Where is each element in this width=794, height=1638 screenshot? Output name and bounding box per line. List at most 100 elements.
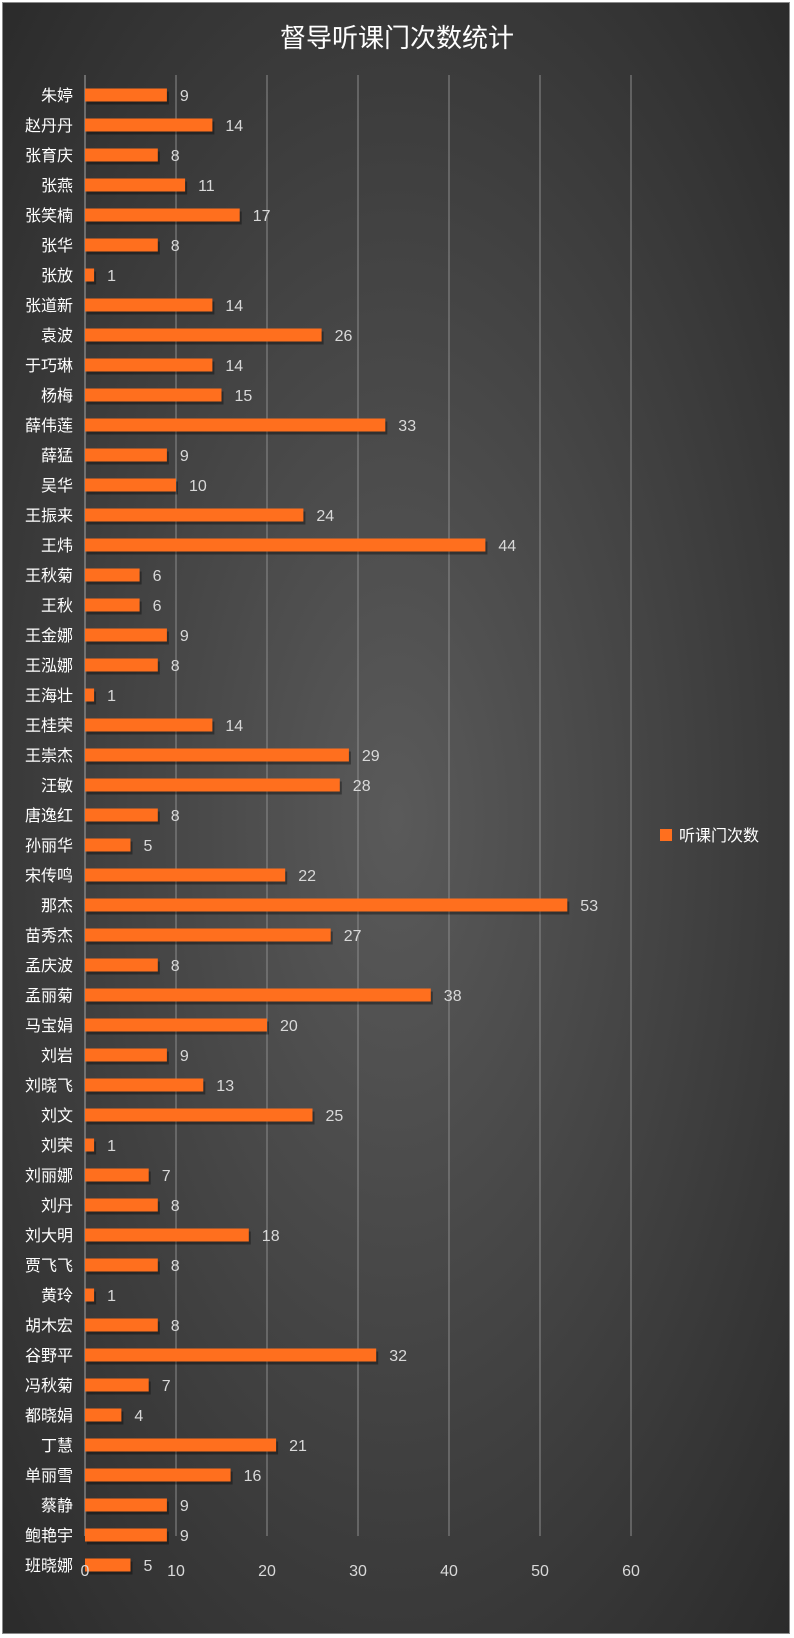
data-label: 8 xyxy=(171,1258,180,1275)
data-label: 25 xyxy=(326,1108,344,1125)
bar xyxy=(85,1228,249,1242)
category-label: 杨梅 xyxy=(41,386,73,405)
bar xyxy=(85,508,304,522)
category-label: 王崇杰 xyxy=(25,746,73,765)
data-label: 7 xyxy=(162,1378,171,1395)
bar xyxy=(85,958,158,972)
data-label: 1 xyxy=(107,688,116,705)
data-label: 5 xyxy=(144,838,153,855)
category-label: 那杰 xyxy=(41,896,73,915)
bar xyxy=(85,268,95,282)
bar xyxy=(85,118,213,132)
bar xyxy=(85,1438,277,1452)
data-label: 28 xyxy=(353,778,371,795)
chart-title: 督导听课门次数统计 xyxy=(280,24,514,54)
data-label: 21 xyxy=(289,1438,307,1455)
x-tick-label: 50 xyxy=(531,1563,549,1580)
bar xyxy=(85,478,176,492)
bar xyxy=(85,1168,149,1182)
category-label: 王秋 xyxy=(41,596,73,615)
bar xyxy=(85,898,568,912)
bar xyxy=(85,718,213,732)
data-label: 14 xyxy=(225,358,243,375)
bar xyxy=(85,1318,158,1332)
data-label: 14 xyxy=(225,118,243,135)
bar xyxy=(85,238,158,252)
category-label: 贾飞飞 xyxy=(25,1256,73,1275)
category-label: 唐逸红 xyxy=(25,806,73,825)
category-label: 班晓娜 xyxy=(25,1556,73,1575)
data-label: 9 xyxy=(180,448,189,465)
data-label: 9 xyxy=(180,88,189,105)
bar xyxy=(85,448,167,462)
bar xyxy=(85,928,331,942)
bar xyxy=(85,868,286,882)
data-label: 5 xyxy=(144,1558,153,1575)
data-label: 38 xyxy=(444,988,462,1005)
bar xyxy=(85,688,95,702)
category-label: 袁波 xyxy=(41,326,73,345)
data-label: 9 xyxy=(180,1498,189,1515)
bar xyxy=(85,1108,313,1122)
data-label: 1 xyxy=(107,1138,116,1155)
bar xyxy=(85,838,131,852)
category-label: 薛伟莲 xyxy=(25,416,73,435)
x-tick-label: 0 xyxy=(81,1563,90,1580)
category-label: 朱婷 xyxy=(41,86,73,105)
bar xyxy=(85,538,486,552)
bar xyxy=(85,1558,131,1572)
category-label: 刘岩 xyxy=(41,1046,73,1065)
bar xyxy=(85,388,222,402)
category-label: 薛猛 xyxy=(41,446,73,465)
bar xyxy=(85,208,240,222)
bar xyxy=(85,1348,377,1362)
x-tick-label: 20 xyxy=(258,1563,276,1580)
category-label: 刘丽娜 xyxy=(25,1166,73,1185)
data-label: 9 xyxy=(180,1528,189,1545)
x-tick-label: 30 xyxy=(349,1563,367,1580)
data-label: 18 xyxy=(262,1228,280,1245)
data-label: 16 xyxy=(244,1468,262,1485)
data-label: 11 xyxy=(198,178,215,195)
bar xyxy=(85,1138,95,1152)
data-label: 6 xyxy=(153,598,162,615)
data-label: 26 xyxy=(335,328,353,345)
category-label: 马宝娟 xyxy=(25,1016,73,1035)
category-label: 宋传鸣 xyxy=(25,866,73,885)
bar xyxy=(85,148,158,162)
category-label: 刘荣 xyxy=(41,1136,73,1155)
category-label: 蔡静 xyxy=(41,1496,73,1515)
bar xyxy=(85,1468,231,1482)
data-label: 1 xyxy=(107,1288,116,1305)
bar xyxy=(85,1258,158,1272)
category-label: 王秋菊 xyxy=(25,566,73,585)
data-label: 24 xyxy=(316,508,334,525)
category-label: 张华 xyxy=(41,236,73,255)
x-tick-label: 10 xyxy=(167,1563,185,1580)
category-label: 刘晓飞 xyxy=(25,1076,73,1095)
data-label: 4 xyxy=(134,1408,143,1425)
category-label: 张燕 xyxy=(41,176,73,195)
data-label: 8 xyxy=(171,958,180,975)
bar xyxy=(85,328,322,342)
bar xyxy=(85,598,140,612)
data-label: 29 xyxy=(362,748,380,765)
bar xyxy=(85,1498,167,1512)
data-label: 17 xyxy=(253,208,271,225)
data-label: 8 xyxy=(171,1198,180,1215)
data-label: 14 xyxy=(225,298,243,315)
bar xyxy=(85,658,158,672)
bar xyxy=(85,1018,267,1032)
category-label: 孙丽华 xyxy=(25,836,73,855)
category-label: 吴华 xyxy=(41,476,73,495)
category-label: 胡木宏 xyxy=(25,1316,73,1335)
data-label: 9 xyxy=(180,1048,189,1065)
category-label: 苗秀杰 xyxy=(25,926,73,945)
data-label: 44 xyxy=(498,538,516,555)
bar xyxy=(85,1408,122,1422)
bar xyxy=(85,748,349,762)
category-label: 王桂荣 xyxy=(25,716,73,735)
category-label: 王炜 xyxy=(41,536,73,555)
category-label: 汪敏 xyxy=(41,776,73,795)
